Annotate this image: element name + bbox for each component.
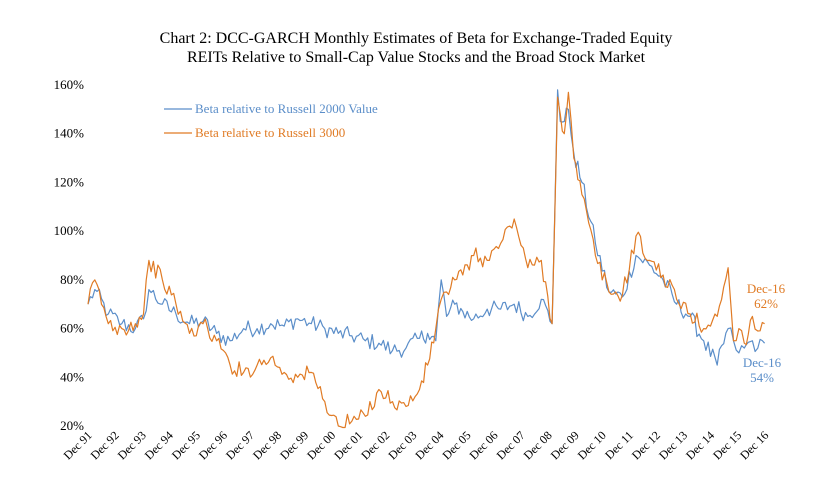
chart-title: Chart 2: DCC-GARCH Monthly Estimates of … (160, 30, 673, 66)
annotation-russell-2000-value-label: Dec-16 (743, 355, 782, 370)
x-tick-label: Dec 08 (521, 428, 555, 462)
x-tick-label: Dec 15 (710, 428, 744, 462)
chart-title-line-2: REITs Relative to Small-Cap Value Stocks… (187, 49, 646, 66)
x-tick-label: Dec 02 (358, 428, 392, 462)
x-tick-label: Dec 95 (169, 428, 203, 462)
x-tick-label: Dec 00 (304, 428, 338, 462)
x-tick-label: Dec 14 (683, 428, 717, 462)
x-tick-label: Dec 10 (575, 428, 609, 462)
legend-label-russell-3000: Beta relative to Russell 3000 (195, 125, 345, 140)
x-tick-label: Dec 01 (331, 428, 365, 462)
x-tick-label: Dec 93 (115, 428, 149, 462)
plot-area (87, 89, 766, 429)
x-tick-label: Dec 07 (494, 428, 528, 462)
y-axis: 20% 40% 60% 80% 100% 120% 140% 160% (54, 77, 85, 433)
x-tick-label: Dec 91 (61, 428, 95, 462)
y-tick-label: 160% (54, 77, 85, 92)
x-tick-label: Dec 92 (88, 428, 122, 462)
annotation-russell-2000-value-value: 54% (750, 370, 774, 385)
y-tick-label: 40% (60, 369, 84, 384)
y-tick-label: 120% (54, 174, 85, 189)
x-tick-label: Dec 12 (629, 428, 663, 462)
y-tick-label: 80% (60, 272, 84, 287)
x-tick-label: Dec 03 (385, 428, 419, 462)
chart-title-line-1: Chart 2: DCC-GARCH Monthly Estimates of … (160, 30, 673, 47)
x-tick-label: Dec 98 (250, 428, 284, 462)
x-tick-label: Dec 97 (223, 428, 257, 462)
x-tick-label: Dec 94 (142, 428, 176, 462)
x-tick-label: Dec 05 (439, 428, 473, 462)
annotation-russell-3000-value: 62% (754, 296, 778, 311)
x-tick-label: Dec 06 (467, 428, 501, 462)
annotation-russell-3000-label: Dec-16 (747, 281, 786, 296)
x-tick-label: Dec 16 (737, 428, 771, 462)
y-tick-label: 140% (54, 126, 85, 141)
x-tick-label: Dec 04 (412, 428, 446, 462)
x-tick-label: Dec 11 (602, 428, 636, 462)
x-tick-label: Dec 09 (548, 428, 582, 462)
series-line-russell-3000 (87, 91, 765, 429)
legend: Beta relative to Russell 2000 Value Beta… (164, 101, 378, 140)
x-tick-label: Dec 13 (656, 428, 690, 462)
y-tick-label: 100% (54, 223, 85, 238)
x-tick-label: Dec 96 (196, 428, 230, 462)
x-tick-label: Dec 99 (277, 428, 311, 462)
annotations: Dec-16 62% Dec-16 54% (743, 281, 786, 385)
legend-label-russell-2000-value: Beta relative to Russell 2000 Value (195, 101, 378, 116)
y-tick-label: 60% (60, 321, 84, 336)
y-tick-label: 20% (60, 418, 84, 433)
series-line-russell-2000-value (87, 89, 766, 366)
